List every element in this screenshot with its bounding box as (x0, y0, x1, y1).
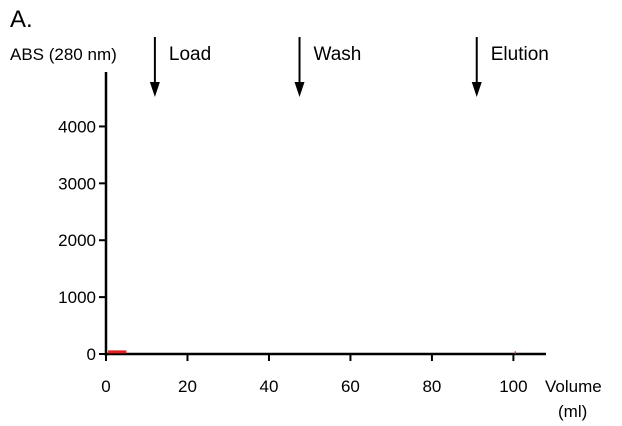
event-markers: Load Wash Elution (149, 37, 549, 97)
y-tick-label: 1000 (58, 288, 96, 307)
event-arrow-load: Load (149, 37, 211, 97)
x-axis-title: Volume (545, 377, 602, 396)
axes (104, 72, 546, 356)
event-label: Load (169, 44, 211, 65)
x-tick-label: 0 (101, 377, 110, 396)
x-tick-label: 80 (422, 377, 441, 396)
panel-label: A. (10, 6, 33, 33)
arrow-head-icon (471, 82, 482, 97)
x-axis-unit: (ml) (558, 402, 587, 421)
y-tick-label: 4000 (58, 117, 96, 136)
event-label: Elution (491, 44, 549, 65)
x-tick-label: 60 (341, 377, 360, 396)
y-tick-label: 2000 (58, 231, 96, 250)
y-tick-label: 3000 (58, 174, 96, 193)
event-arrow-elution: Elution (471, 37, 549, 97)
event-arrow-wash: Wash (294, 37, 362, 97)
x-tick-label: 20 (178, 377, 197, 396)
event-label: Wash (314, 44, 362, 65)
x-axis-ticks: 0 20 40 60 80 100 (101, 354, 528, 396)
y-axis-title: ABS (280 nm) (10, 45, 117, 64)
trace-series (108, 350, 516, 355)
x-tick-label: 40 (260, 377, 279, 396)
arrow-head-icon (294, 82, 305, 97)
arrow-head-icon (149, 82, 160, 97)
y-tick-label: 0 (87, 345, 96, 364)
y-axis-ticks: 0 1000 2000 3000 4000 (58, 117, 106, 364)
x-tick-label: 100 (499, 377, 527, 396)
